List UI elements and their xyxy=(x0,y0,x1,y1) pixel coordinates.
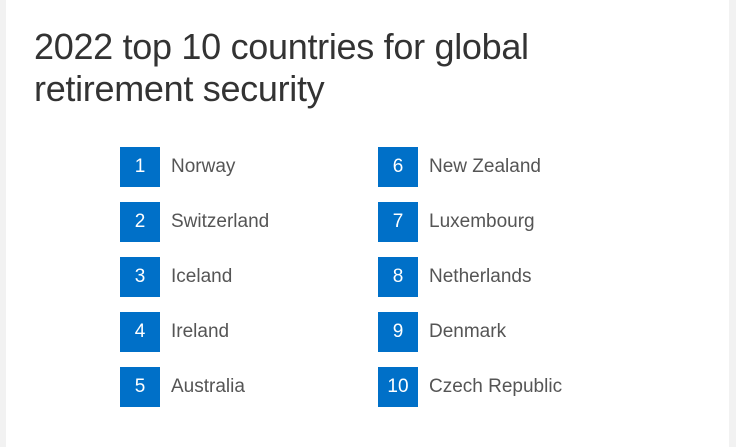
rank-badge: 2 xyxy=(120,202,160,242)
rank-item-2: 2 Switzerland xyxy=(120,202,269,242)
rank-badge: 4 xyxy=(120,312,160,352)
country-name: Australia xyxy=(171,376,245,397)
right-border xyxy=(729,0,736,447)
rank-item-1: 1 Norway xyxy=(120,147,235,187)
rank-item-8: 8 Netherlands xyxy=(378,257,531,297)
rank-badge: 10 xyxy=(378,367,418,407)
title-line-1: 2022 top 10 countries for global xyxy=(34,26,529,67)
rank-item-4: 4 Ireland xyxy=(120,312,229,352)
country-name: Czech Republic xyxy=(429,376,563,397)
rank-item-3: 3 Iceland xyxy=(120,257,232,297)
rank-badge: 7 xyxy=(378,202,418,242)
rank-badge: 3 xyxy=(120,257,160,297)
rank-item-9: 9 Denmark xyxy=(378,312,506,352)
rank-badge: 6 xyxy=(378,147,418,187)
rank-badge: 9 xyxy=(378,312,418,352)
country-name: Luxembourg xyxy=(429,211,535,232)
page-title: 2022 top 10 countries for global retirem… xyxy=(34,26,654,110)
rank-item-5: 5 Australia xyxy=(120,367,245,407)
rank-item-10: 10 Czech Republic xyxy=(378,367,562,407)
rank-item-7: 7 Luxembourg xyxy=(378,202,535,242)
country-name: Iceland xyxy=(171,266,233,287)
country-name: Ireland xyxy=(171,321,230,342)
rank-item-6: 6 New Zealand xyxy=(378,147,541,187)
country-name: Norway xyxy=(171,156,236,177)
country-name: Netherlands xyxy=(429,266,532,287)
title-line-2: retirement security xyxy=(34,68,325,109)
left-border xyxy=(0,0,6,447)
country-name: New Zealand xyxy=(429,156,541,177)
country-name: Switzerland xyxy=(171,211,270,232)
rank-badge: 5 xyxy=(120,367,160,407)
rank-badge: 1 xyxy=(120,147,160,187)
country-name: Denmark xyxy=(429,321,507,342)
rank-badge: 8 xyxy=(378,257,418,297)
